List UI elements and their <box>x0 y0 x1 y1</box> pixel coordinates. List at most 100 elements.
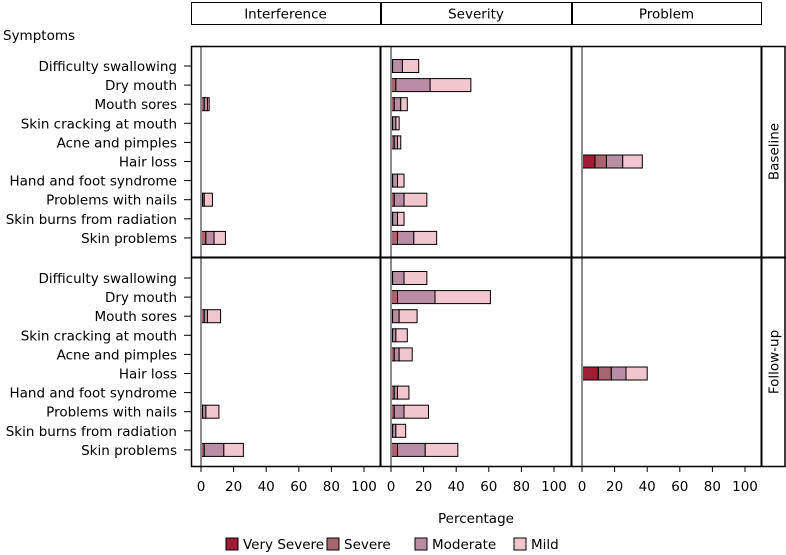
bar-baseline-interference-skin-problems-moderate <box>205 230 215 245</box>
bar-follow-up-severity-difficulty-swallowing-mild <box>403 271 428 285</box>
x-tick-label-problem-100: 100 <box>732 479 758 495</box>
x-tick-label-problem-20: 20 <box>606 479 623 495</box>
bar-baseline-interference-mouth-sores-mild <box>207 97 210 112</box>
bar-follow-up-severity-skin-problems-moderate <box>397 442 426 457</box>
y-axis-title: Symptoms <box>3 28 75 44</box>
category-labels: Difficulty swallowing Dry mouth Mouth sore… <box>6 59 191 459</box>
bar-baseline-severity-problems-with-nails-mild <box>403 192 428 207</box>
x-tick-label-severity-80: 80 <box>513 479 530 495</box>
bar-baseline-problem-hair-loss-mild <box>622 154 643 169</box>
category-label-skin-problems: Skin problems <box>81 231 177 247</box>
bar-baseline-severity-skin-problems-moderate <box>397 230 415 245</box>
bar-baseline-severity-skin-burns-from-radiation-mild <box>397 211 405 226</box>
bar-follow-up-severity-mouth-sores-moderate <box>392 309 400 324</box>
x-axis: 0 20 40 60 80 100 0 20 40 60 80 100 0 20 40 60 80 100 <box>197 466 758 495</box>
bar-follow-up-severity-hand-and-foot-syndrome-mild <box>397 385 410 400</box>
legend: Very Severe Severe Moderate Mild <box>225 537 559 553</box>
x-tick-label-severity-60: 60 <box>480 479 497 495</box>
column-headers: Interference Severity Problem <box>191 2 762 25</box>
bar-baseline-severity-acne-and-pimples-mild <box>397 135 402 150</box>
bar-follow-up-interference-skin-problems-mild <box>223 442 244 457</box>
category-label-hair-loss: Hair loss <box>119 155 177 171</box>
row-label-baseline: Baseline <box>767 123 783 180</box>
bar-baseline-severity-difficulty-swallowing-moderate <box>392 59 403 73</box>
bar-follow-up-interference-mouth-sores-mild <box>207 309 222 324</box>
x-tick-label-problem-0: 0 <box>578 479 587 495</box>
x-tick-label-interference-0: 0 <box>197 479 206 495</box>
category-label-acne-and-pimples: Acne and pimples <box>57 135 177 151</box>
legend-swatch-mild <box>513 537 527 551</box>
x-tick-label-problem-40: 40 <box>639 479 656 495</box>
legend-label-severe: Severe <box>344 537 391 553</box>
legend-swatch-very-severe <box>225 537 239 551</box>
column-header-box-problem <box>572 2 762 25</box>
legend-label-very-severe: Very Severe <box>243 537 324 553</box>
bar-baseline-problem-hair-loss-severe <box>594 154 607 169</box>
column-header-box-interference <box>191 2 381 25</box>
bar-baseline-severity-hand-and-foot-syndrome-mild <box>397 173 405 188</box>
x-tick-label-severity-20: 20 <box>415 479 432 495</box>
x-tick-label-problem-60: 60 <box>671 479 688 495</box>
bar-follow-up-severity-skin-burns-from-radiation-mild <box>395 423 407 438</box>
bar-follow-up-severity-difficulty-swallowing-moderate <box>392 271 405 285</box>
x-tick-label-interference-60: 60 <box>290 479 307 495</box>
bar-baseline-severity-hand-and-foot-syndrome-moderate <box>392 173 399 188</box>
category-label-problems-with-nails: Problems with nails <box>46 193 177 209</box>
bar-baseline-severity-problems-with-nails-moderate <box>393 192 405 207</box>
category-label-hand-and-foot-syndrome: Hand and foot syndrome <box>9 174 177 190</box>
category-label-hair-loss: Hair loss <box>119 367 177 383</box>
category-label-hand-and-foot-syndrome: Hand and foot syndrome <box>9 386 177 402</box>
category-label-dry-mouth: Dry mouth <box>105 290 177 306</box>
x-tick-label-severity-40: 40 <box>448 479 465 495</box>
bar-follow-up-problem-hair-loss-severe <box>597 366 612 381</box>
bar-follow-up-severity-mouth-sores-mild <box>398 309 418 324</box>
bar-baseline-problem-hair-loss-moderate <box>605 154 624 169</box>
legend-label-moderate: Moderate <box>432 537 496 553</box>
column-header-interference: Interference <box>244 7 327 23</box>
bar-baseline-severity-skin-problems-mild <box>413 230 438 245</box>
bar-follow-up-severity-problems-with-nails-mild <box>403 404 429 419</box>
category-label-acne-and-pimples: Acne and pimples <box>57 347 177 363</box>
x-tick-label-interference-100: 100 <box>351 479 377 495</box>
bar-baseline-interference-problems-with-nails-mild <box>203 192 213 207</box>
category-label-skin-cracking-at-mouth: Skin cracking at mouth <box>21 116 177 132</box>
bar-follow-up-interference-skin-problems-moderate <box>203 442 225 457</box>
row-panel-labels: Baseline Follow-up <box>767 123 783 394</box>
category-label-skin-cracking-at-mouth: Skin cracking at mouth <box>21 328 177 344</box>
bar-baseline-severity-skin-cracking-at-mouth-mild <box>395 116 400 131</box>
panel-frames <box>190 45 786 468</box>
row-label-follow-up: Follow-up <box>767 330 783 394</box>
bar-baseline-severity-skin-burns-from-radiation-moderate <box>392 211 399 226</box>
bar-baseline-severity-dry-mouth-mild <box>429 78 472 93</box>
x-tick-label-interference-20: 20 <box>225 479 242 495</box>
bar-baseline-severity-difficulty-swallowing-mild <box>401 59 420 73</box>
bar-follow-up-severity-acne-and-pimples-moderate <box>393 347 400 362</box>
category-label-skin-problems: Skin problems <box>81 443 177 459</box>
bar-follow-up-problem-hair-loss-moderate <box>610 366 627 381</box>
bar-baseline-severity-mouth-sores-mild <box>400 97 408 112</box>
category-label-skin-burns-from-radiation: Skin burns from radiation <box>6 212 177 228</box>
x-tick-label-interference-40: 40 <box>258 479 275 495</box>
category-label-problems-with-nails: Problems with nails <box>46 405 177 421</box>
bar-baseline-problem-hair-loss-very-severe <box>581 154 596 169</box>
bar-baseline-severity-dry-mouth-moderate <box>395 78 431 93</box>
bar-follow-up-interference-problems-with-nails-mild <box>205 404 220 419</box>
x-tick-label-severity-0: 0 <box>387 479 396 495</box>
x-axis-title: Percentage <box>438 511 514 527</box>
bar-follow-up-severity-acne-and-pimples-mild <box>398 347 413 362</box>
bar-follow-up-severity-problems-with-nails-moderate <box>393 404 405 419</box>
category-label-skin-burns-from-radiation: Skin burns from radiation <box>6 424 177 440</box>
category-label-difficulty-swallowing: Difficulty swallowing <box>38 271 177 287</box>
bar-follow-up-severity-dry-mouth-moderate <box>397 290 436 305</box>
category-label-dry-mouth: Dry mouth <box>105 78 177 94</box>
bar-follow-up-problem-hair-loss-very-severe <box>581 366 599 381</box>
x-tick-label-severity-100: 100 <box>541 479 567 495</box>
legend-swatch-severe <box>326 537 340 551</box>
column-header-severity: Severity <box>448 7 504 23</box>
bar-follow-up-severity-dry-mouth-mild <box>434 290 491 305</box>
x-tick-label-interference-80: 80 <box>323 479 340 495</box>
category-label-mouth-sores: Mouth sores <box>95 309 178 325</box>
bar-follow-up-severity-skin-problems-mild <box>424 442 459 457</box>
bar-follow-up-problem-hair-loss-mild <box>625 366 648 381</box>
